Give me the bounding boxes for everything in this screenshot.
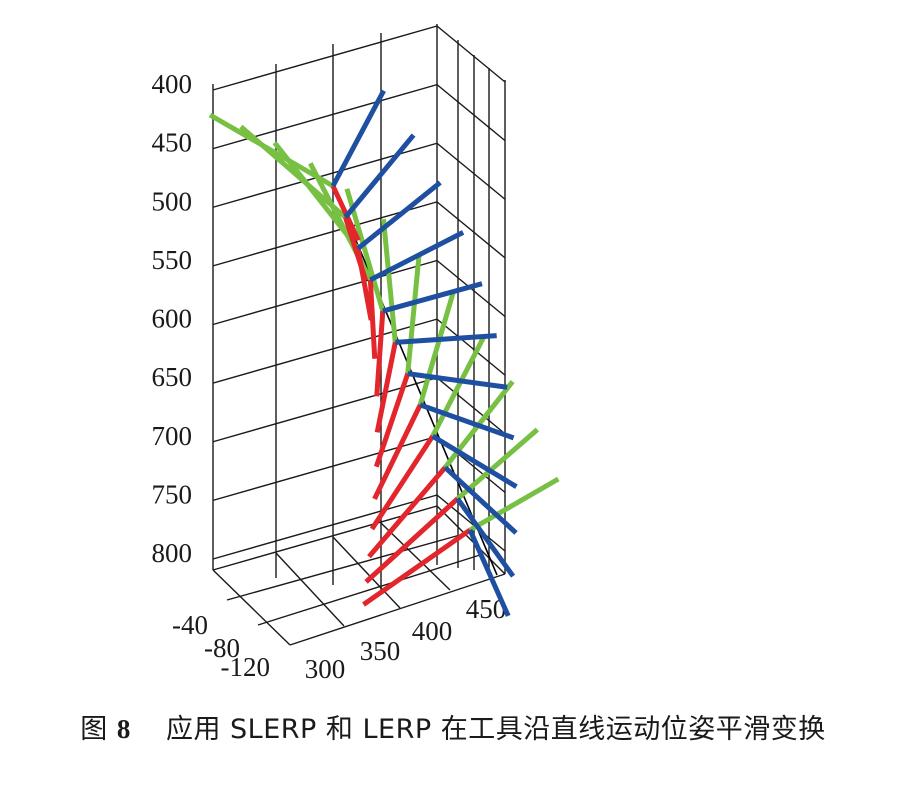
blue-axis-mark <box>467 528 511 617</box>
grid-right-wall-line <box>436 318 506 376</box>
tick-labels: 400 450 500 550 600 650 700 750 800 -40-80-120 300… <box>152 69 507 684</box>
grid-right-wall-line <box>436 494 506 552</box>
y-tick-label: -120 <box>221 652 271 682</box>
red-axis-mark <box>355 248 374 321</box>
green-axis-mark <box>468 476 560 533</box>
red-axis-mark <box>374 341 398 433</box>
z-tick-label: 400 <box>152 69 193 99</box>
red-axis-mark <box>372 403 423 501</box>
green-axis-mark <box>417 292 456 406</box>
caption-label: 图 <box>80 714 108 744</box>
grid-floor-x-1 <box>275 552 345 627</box>
blue-axis-mark <box>395 333 497 345</box>
z-tick-label: 800 <box>152 538 193 568</box>
grid-floor-x-2 <box>332 536 401 609</box>
grid-right-wall-line <box>436 142 506 200</box>
caption-number: 8 <box>116 714 131 744</box>
figure-caption: 图 8 应用 SLERP 和 LERP 在工具沿直线运动位姿平滑变换 <box>0 704 906 754</box>
red-axis-mark <box>367 465 447 559</box>
grid-right-wall-line <box>436 25 506 83</box>
blue-axis-series <box>330 89 518 617</box>
chart-canvas: 400 450 500 550 600 650 700 750 800 -40-80-120 300… <box>152 24 560 684</box>
blue-axis-mark <box>369 230 465 283</box>
grid-floor-left <box>212 569 291 646</box>
grid-floor-line-2 <box>257 554 481 626</box>
blue-axis-mark <box>407 371 508 390</box>
grid-right-wall-line <box>436 201 506 259</box>
blue-axis-mark <box>419 402 515 441</box>
grid-floor-x-3 <box>380 522 451 591</box>
z-tick-label: 650 <box>152 362 193 392</box>
green-axis-mark <box>430 334 487 438</box>
grid-left-wall-line <box>212 494 438 560</box>
axes-grid <box>212 24 506 646</box>
grid-right-wall-line <box>436 84 506 142</box>
red-axis-mark <box>373 372 411 468</box>
z-tick-label: 550 <box>152 245 193 275</box>
grid-left-wall-line <box>212 377 438 443</box>
grid-floor-back <box>212 505 438 571</box>
green-axis-mark <box>381 218 398 343</box>
z-tick-label: 600 <box>152 304 193 334</box>
y-tick-label: -80 <box>204 633 240 663</box>
blue-axis-mark <box>431 434 518 489</box>
red-axis-series <box>330 184 472 607</box>
grid-floor-right <box>436 505 506 575</box>
blue-axis-mark <box>343 133 416 219</box>
blue-axis-mark <box>330 89 386 188</box>
x-tick-label: 300 <box>305 654 346 684</box>
grid-left-wall-line <box>212 25 438 91</box>
grid-left-wall-line <box>212 83 438 150</box>
green-axis-mark <box>455 427 540 501</box>
grid-floor-front <box>289 573 506 646</box>
z-tick-label: 750 <box>152 479 193 509</box>
red-axis-mark <box>374 310 386 397</box>
green-axis-mark <box>405 253 422 374</box>
y-tick-label: -40 <box>172 610 208 640</box>
blue-axis-mark <box>455 497 516 578</box>
red-axis-mark <box>362 527 472 607</box>
grid-left-wall-line <box>212 318 438 384</box>
z-tick-label: 500 <box>152 186 193 216</box>
z-tick-label: 450 <box>152 128 193 158</box>
grid-right-wall-line <box>436 377 506 435</box>
x-tick-label: 350 <box>360 636 401 666</box>
z-tick-label: 700 <box>152 421 193 451</box>
blue-axis-mark <box>443 465 518 535</box>
red-axis-mark <box>367 279 378 359</box>
grid-left-wall-line <box>212 435 438 502</box>
x-tick-label: 400 <box>412 616 453 646</box>
blue-axis-mark <box>356 180 442 251</box>
grid-floor-line-1 <box>226 534 461 601</box>
grid-left-wall-line <box>212 259 438 326</box>
red-axis-mark <box>364 496 460 584</box>
caption-text: 应用 SLERP 和 LERP 在工具沿直线运动位姿平滑变换 <box>165 714 826 745</box>
blue-axis-mark <box>382 281 483 314</box>
red-axis-mark <box>369 434 435 531</box>
